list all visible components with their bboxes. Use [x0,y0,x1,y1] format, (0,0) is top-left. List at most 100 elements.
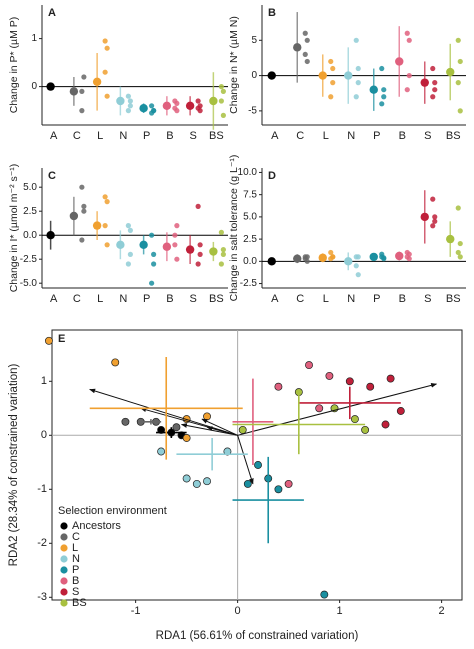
plot-frame [51,329,463,601]
point [157,425,166,434]
replicate-point [430,196,436,202]
x-tick-label: P [143,293,150,305]
point [182,474,191,483]
panel-label: B [268,7,276,19]
x-tick-label: C [296,293,304,305]
replicate-point [457,240,463,247]
y-tick-label: 1 [31,33,37,44]
y-axis-label: Change in N* (µM N) [228,16,240,114]
legend-swatch [60,522,68,530]
legend-swatch [60,588,68,596]
legend-label: S [72,586,79,598]
y-tick-label: 2.5 [243,234,257,245]
replicate-point [151,251,157,257]
y-tick-label: -5 [248,106,257,117]
y-tick-label: 10.0 [238,167,258,178]
x-tick-label: P [373,293,380,305]
panel-label: C [48,170,56,182]
x-tick-label: C [73,293,81,305]
replicate-point [125,93,131,99]
y-axis-label: Change in I* (µmol m⁻² s⁻¹) [8,164,20,293]
replicate-point [430,223,436,229]
x-tick-label: L [97,293,103,305]
loading-arrow [89,388,238,436]
replicate-point [127,227,133,233]
replicate-point [355,272,361,278]
mean-point [185,101,195,111]
mean-point [92,77,102,87]
x-tick-label: N [347,293,355,305]
replicate-point [151,261,157,267]
legend-swatch [60,533,68,541]
loading-arrow [201,418,238,436]
mean-point [116,96,125,106]
replicate-point [455,205,461,211]
replicate-point [195,98,201,104]
legend-swatch [60,577,68,585]
panel-label: A [48,7,56,19]
point [203,412,211,421]
y-tick-label: -2 [37,537,47,549]
point [320,590,329,599]
y-tick-label: 0 [31,81,37,92]
x-tick-label: B [399,293,406,305]
mean-point [369,85,378,94]
x-tick-label: BS [209,293,224,305]
replicate-point [379,101,385,107]
mean-point [162,242,172,251]
x-axis-label: RDA1 (56.61% of constrained variation) [156,630,359,642]
y-tick-label: -2.5 [240,278,258,289]
replicate-point [457,254,463,260]
point [325,371,334,380]
point [238,425,247,434]
replicate-point [304,58,310,65]
y-tick-label: 5 [251,35,257,46]
y-tick-label: -2.5 [20,254,38,265]
replicate-point [174,256,180,262]
x-tick-label: C [73,130,81,142]
mean-point [267,257,276,266]
point [223,447,232,456]
point [192,479,201,488]
replicate-point [127,251,133,257]
x-tick-label: 1 [337,605,343,617]
y-tick-label: 0.0 [23,230,37,241]
replicate-point [172,105,178,111]
replicate-point [220,112,226,118]
mean-point [92,221,102,230]
x-tick-label: S [189,130,196,142]
replicate-point [104,93,110,99]
x-tick-label: L [323,293,329,305]
x-tick-label: N [347,130,355,142]
replicate-point [406,37,412,43]
x-tick-label: L [323,130,329,142]
point [111,358,120,367]
replicate-point [353,37,359,43]
x-tick-label: A [50,293,58,305]
replicate-point [455,80,461,86]
mean-point [420,78,429,87]
x-tick-label: 2 [439,605,445,617]
replicate-point [127,98,133,104]
panel-label: E [58,333,65,345]
x-tick-label: N [119,130,127,142]
mean-point [162,101,172,111]
replicate-point [125,261,131,267]
point [274,485,283,494]
replicate-point [149,103,155,109]
replicate-point [172,242,178,248]
loading-arrow [237,383,438,436]
legend-swatch [60,599,68,607]
y-axis-label: RDA2 (28.34% of constrained variation) [8,364,20,567]
legend-label: BS [72,597,87,609]
mean-point [369,252,378,262]
replicate-point [330,65,336,72]
mean-point [446,234,455,244]
replicate-point [197,242,203,248]
point [386,374,395,383]
x-tick-label: C [296,130,304,142]
replicate-point [355,254,361,260]
replicate-point [197,103,203,109]
replicate-point [195,203,201,209]
y-tick-label: 0 [41,429,47,441]
